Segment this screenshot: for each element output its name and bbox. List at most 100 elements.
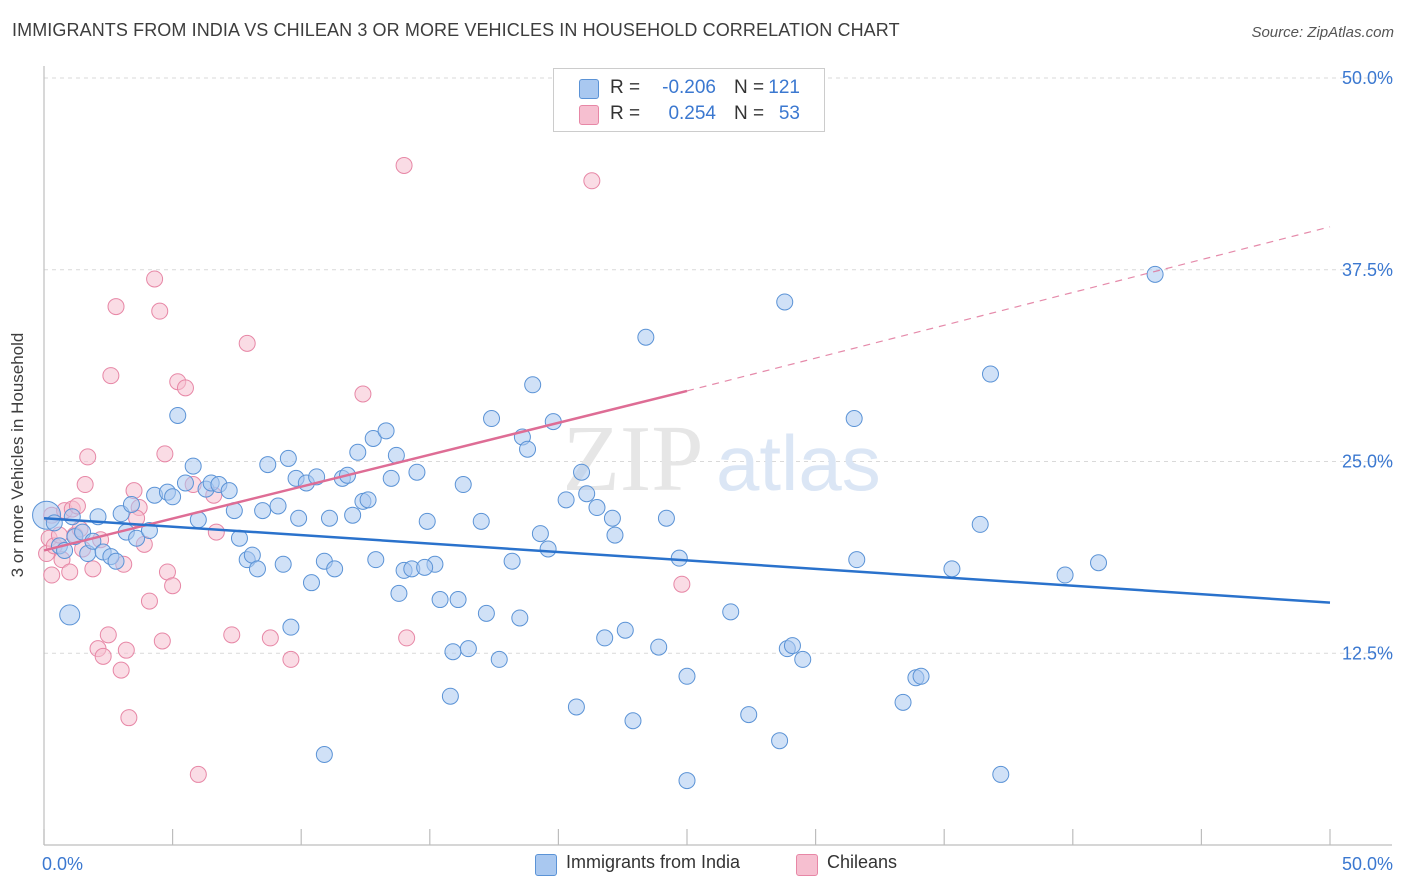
data-point-india (344, 506, 362, 524)
data-point-india (290, 509, 308, 527)
data-point-india (431, 591, 449, 609)
data-point-india (164, 488, 182, 506)
bottom-legend-swatch-chileans (796, 854, 818, 876)
legend-n-value: 121 (768, 77, 800, 98)
data-point-india (596, 629, 614, 647)
data-point-chileans (140, 592, 158, 610)
data-point-chileans (146, 270, 164, 288)
data-point-india (472, 512, 490, 530)
data-point-india (606, 526, 624, 544)
data-point-india (511, 609, 529, 627)
legend-row-chileans: R = 0.254 N = 53 (554, 101, 824, 127)
data-point-india (794, 650, 812, 668)
data-point-india (359, 491, 377, 509)
data-point-india (650, 638, 668, 656)
data-point-india (722, 603, 740, 621)
data-point-india (315, 745, 333, 763)
data-point-chileans (61, 563, 79, 581)
data-point-chileans (261, 629, 279, 647)
data-point-india (269, 497, 287, 515)
legend-r-value: 0.254 (668, 103, 716, 124)
trend-line-india (43, 517, 1331, 604)
legend-n-label: N = (734, 103, 765, 124)
stats-legend: R = -0.206 N = 121 R = 0.254 N = 53 (553, 68, 825, 132)
data-point-india (326, 560, 344, 578)
data-point-india (776, 293, 794, 311)
data-point-india (349, 443, 367, 461)
series-immigrants-from-india (32, 265, 1164, 790)
data-point-india (624, 712, 642, 730)
data-point-chileans (102, 367, 120, 385)
data-point-chileans (156, 445, 174, 463)
data-point-chileans (398, 629, 416, 647)
data-point-india (490, 650, 508, 668)
data-point-india (740, 706, 758, 724)
data-point-india (588, 499, 606, 517)
data-point-india (557, 491, 575, 509)
data-point-india (449, 591, 467, 609)
data-point-india (45, 514, 63, 532)
data-point-india (531, 525, 549, 543)
data-point-chileans (238, 334, 256, 352)
data-point-india (524, 376, 542, 394)
trend-line-chileans (43, 389, 688, 552)
chart-title: IMMIGRANTS FROM INDIA VS CHILEAN 3 OR MO… (12, 20, 900, 40)
data-point-india (1056, 566, 1074, 584)
watermark-atlas: atlas (716, 419, 881, 507)
bottom-legend-chileans: Chileans (827, 852, 898, 872)
data-point-chileans (354, 385, 372, 403)
data-point-india (503, 552, 521, 570)
data-point-chileans (117, 641, 135, 659)
legend-n-value: 53 (778, 103, 800, 124)
data-point-chileans (99, 626, 117, 644)
data-point-chileans (164, 577, 182, 595)
data-point-chileans (107, 298, 125, 316)
data-point-india (678, 772, 696, 790)
legend-swatch-india (579, 79, 599, 99)
data-point-india (783, 637, 801, 655)
data-point-india (459, 640, 477, 658)
data-point-india (59, 604, 81, 626)
data-point-chileans (76, 476, 94, 494)
data-point-india (169, 406, 187, 424)
data-point-india (441, 687, 459, 705)
data-point-india (248, 560, 266, 578)
data-point-chileans (151, 302, 169, 320)
data-point-india (107, 552, 125, 570)
data-point-india (657, 509, 675, 527)
data-point-india (616, 621, 634, 639)
data-point-chileans (176, 379, 194, 397)
data-point-india (848, 551, 866, 569)
data-point-chileans (395, 156, 413, 174)
data-point-india (477, 604, 495, 622)
data-point-chileans (120, 709, 138, 727)
data-point-india (416, 558, 434, 576)
data-point-india (573, 463, 591, 481)
data-point-india (220, 482, 238, 500)
data-point-india (279, 449, 297, 467)
watermark: ZIP atlas (563, 407, 881, 511)
data-point-india (771, 732, 789, 750)
source-label: Source: ZipAtlas.com (1251, 24, 1394, 41)
data-point-india (122, 495, 140, 513)
y-tick-label: 50.0% (1342, 68, 1393, 88)
data-point-india (377, 422, 395, 440)
data-point-chileans (125, 482, 143, 500)
data-point-india (943, 560, 961, 578)
legend-r-value: -0.206 (662, 77, 716, 98)
data-point-india (274, 555, 292, 573)
data-point-india (367, 551, 385, 569)
data-point-chileans (282, 650, 300, 668)
data-point-india (320, 509, 338, 527)
data-point-india (971, 515, 989, 533)
legend-row-india: R = -0.206 N = 121 (554, 75, 824, 101)
data-point-chileans (207, 523, 225, 541)
data-point-chileans (79, 448, 97, 466)
data-point-india (1090, 554, 1108, 572)
legend-r-label: R = (610, 103, 641, 124)
data-point-india (603, 509, 621, 527)
data-point-india (259, 456, 277, 474)
data-point-india (519, 440, 537, 458)
data-point-chileans (84, 560, 102, 578)
